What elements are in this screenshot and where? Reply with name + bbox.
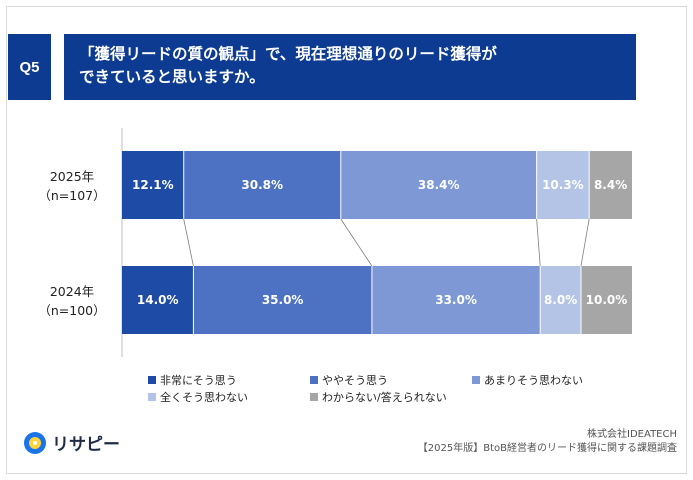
data-label: 33.0% [435, 293, 477, 307]
category-label: 2024年 [50, 284, 94, 299]
connector-line [580, 218, 590, 267]
bar-segment [340, 151, 537, 219]
legend-swatch [310, 393, 318, 401]
bar-segment [540, 266, 581, 334]
legend-item-not-at-all: 全くそう思わない [148, 389, 248, 405]
category-label: 2025年 [50, 169, 94, 184]
slide-frame [6, 6, 687, 474]
question-number: Q5 [19, 58, 40, 76]
logo-mark-icon [24, 431, 46, 454]
category-sample-size: （n=100） [38, 303, 105, 318]
bar-segment [122, 266, 194, 334]
connector-line [183, 218, 194, 267]
legend-item-very-agree: 非常にそう思う [148, 372, 237, 388]
legend-label: わからない/答えられない [322, 391, 447, 404]
legend-item-somewhat-agree: ややそう思う [310, 372, 388, 388]
legend-label: 全くそう思わない [160, 391, 248, 404]
data-label: 38.4% [418, 178, 460, 192]
question-title-line2: できていると思いますか。 [79, 68, 265, 86]
data-label: 12.1% [132, 178, 174, 192]
legend-swatch [148, 376, 156, 384]
legend-swatch [148, 393, 156, 401]
logo-text: リサピー [52, 435, 120, 455]
bar-segment [183, 151, 341, 219]
data-label: 10.0% [586, 293, 628, 307]
bar-segment [581, 266, 632, 334]
data-label: 14.0% [137, 293, 179, 307]
connector-line [536, 218, 541, 267]
data-label: 10.3% [542, 178, 584, 192]
legend-item-dont-know: わからない/答えられない [310, 389, 447, 405]
bar-segment [371, 266, 541, 334]
footer-credit: 株式会社IDEATECH 【2025年版】BtoB経営者のリード獲得に関する課題… [418, 428, 677, 456]
bar-segment [536, 151, 590, 219]
legend-label: あまりそう思わない [484, 374, 583, 387]
legend-label: ややそう思う [322, 374, 388, 387]
connector-line [340, 218, 373, 267]
data-label: 8.0% [544, 293, 577, 307]
question-title-banner: 「獲得リードの質の観点」で、現在理想通りのリード獲得が できていると思いますか。 [64, 34, 636, 100]
legend-item-not-really: あまりそう思わない [472, 372, 583, 388]
legend-swatch [472, 376, 480, 384]
data-label: 8.4% [594, 178, 627, 192]
survey-title: 【2025年版】BtoB経営者のリード獲得に関する課題調査 [417, 443, 677, 454]
legend-swatch [310, 376, 318, 384]
question-number-badge: Q5 [8, 34, 51, 100]
bar-segment [122, 151, 184, 219]
legend-label: 非常にそう思う [160, 374, 237, 387]
company-name: 株式会社IDEATECH [587, 429, 677, 440]
bar-segment [589, 151, 632, 219]
data-label: 30.8% [241, 178, 283, 192]
brand-logo: リサピー [24, 430, 120, 455]
bar-segment [193, 266, 372, 334]
data-label: 35.0% [262, 293, 304, 307]
category-sample-size: （n=107） [38, 188, 105, 203]
question-title-line1: 「獲得リードの質の観点」で、現在理想通りのリード獲得が [79, 45, 497, 63]
